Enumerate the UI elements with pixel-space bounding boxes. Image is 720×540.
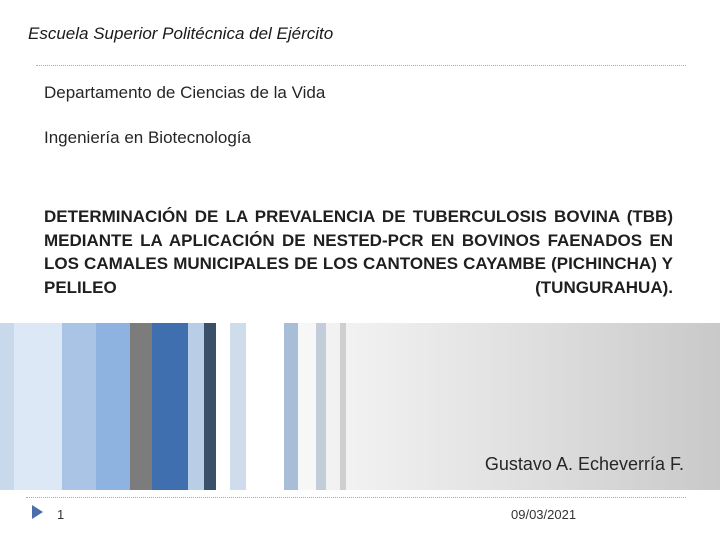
triangle-marker-icon bbox=[32, 505, 43, 519]
bottom-divider bbox=[26, 497, 686, 498]
slide-date: 09/03/2021 bbox=[511, 507, 577, 522]
institution-name: Escuela Superior Politécnica del Ejércit… bbox=[28, 24, 334, 43]
decorative-stripe-banner bbox=[0, 323, 720, 490]
banner-stripe bbox=[14, 323, 62, 490]
banner-stripe bbox=[284, 323, 298, 490]
banner-stripe bbox=[326, 323, 340, 490]
thesis-title: DETERMINACIÓN DE LA PREVALENCIA DE TUBER… bbox=[44, 207, 673, 297]
banner-stripe bbox=[204, 323, 216, 490]
banner-stripe bbox=[316, 323, 326, 490]
banner-stripe bbox=[340, 323, 346, 490]
top-divider bbox=[36, 65, 686, 66]
banner-stripe bbox=[188, 323, 204, 490]
banner-stripe bbox=[216, 323, 230, 490]
banner-stripe bbox=[62, 323, 96, 490]
banner-stripe bbox=[96, 323, 130, 490]
banner-stripe bbox=[130, 323, 152, 490]
slide-number: 1 bbox=[57, 507, 65, 522]
author-name: Gustavo A. Echeverría F. bbox=[484, 454, 684, 474]
banner-stripe bbox=[152, 323, 188, 490]
banner-stripe bbox=[246, 323, 284, 490]
department-name: Departamento de Ciencias de la Vida bbox=[44, 83, 326, 102]
program-name: Ingeniería en Biotecnología bbox=[44, 128, 251, 147]
banner-stripe bbox=[230, 323, 246, 490]
banner-stripe bbox=[298, 323, 316, 490]
banner-stripe bbox=[0, 323, 14, 490]
